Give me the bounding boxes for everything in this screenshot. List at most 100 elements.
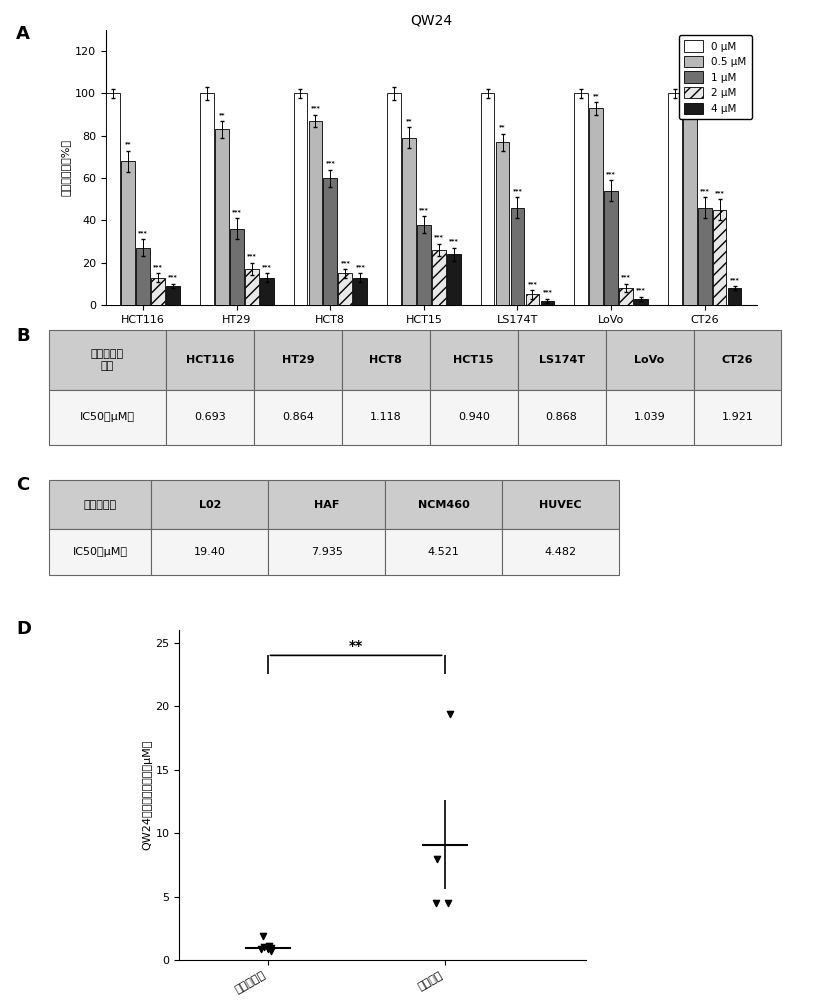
Text: ***: *** bbox=[262, 264, 272, 269]
Text: 结直肠癌细
胞株: 结直肠癌细 胞株 bbox=[91, 349, 124, 371]
Text: ***: *** bbox=[326, 160, 335, 165]
Text: **: ** bbox=[219, 112, 225, 117]
Text: ***: *** bbox=[356, 264, 365, 269]
Text: ***: *** bbox=[513, 188, 523, 193]
Text: HAF: HAF bbox=[314, 500, 339, 510]
Text: ***: *** bbox=[606, 171, 616, 176]
Text: ***: *** bbox=[449, 239, 459, 244]
Bar bbox=[215, 129, 229, 305]
Bar bbox=[387, 93, 400, 305]
Text: 1.921: 1.921 bbox=[721, 412, 754, 422]
Bar bbox=[254, 330, 342, 390]
Text: 0.868: 0.868 bbox=[545, 412, 578, 422]
Text: ***: *** bbox=[715, 190, 724, 195]
Bar bbox=[430, 330, 518, 390]
Bar bbox=[166, 286, 180, 305]
Text: ***: *** bbox=[621, 275, 631, 280]
Bar bbox=[698, 208, 711, 305]
Text: **: ** bbox=[686, 86, 693, 91]
Text: IC50（μM）: IC50（μM） bbox=[72, 547, 128, 557]
Text: 正常细胞株: 正常细胞株 bbox=[84, 500, 116, 510]
Bar bbox=[417, 225, 431, 305]
Bar bbox=[342, 390, 430, 445]
Bar bbox=[49, 529, 151, 575]
Bar bbox=[481, 93, 494, 305]
Text: CT26: CT26 bbox=[722, 355, 753, 365]
Bar bbox=[518, 330, 606, 390]
Text: L02: L02 bbox=[199, 500, 221, 510]
Text: 0.864: 0.864 bbox=[282, 412, 314, 422]
Point bbox=[257, 939, 270, 955]
Text: HCT15: HCT15 bbox=[453, 355, 494, 365]
Text: NCM460: NCM460 bbox=[418, 500, 470, 510]
Point bbox=[265, 940, 278, 956]
Bar bbox=[385, 480, 501, 529]
Text: 0.940: 0.940 bbox=[457, 412, 490, 422]
Bar bbox=[49, 390, 166, 445]
Text: 19.40: 19.40 bbox=[194, 547, 225, 557]
Bar bbox=[501, 529, 619, 575]
Bar bbox=[501, 480, 619, 529]
Text: 7.935: 7.935 bbox=[311, 547, 343, 557]
Bar bbox=[606, 390, 694, 445]
Bar bbox=[151, 277, 165, 305]
Bar bbox=[268, 529, 385, 575]
Bar bbox=[107, 93, 120, 305]
Bar bbox=[589, 108, 603, 305]
Bar bbox=[151, 480, 268, 529]
Text: IC50（μM）: IC50（μM） bbox=[80, 412, 135, 422]
Point bbox=[429, 895, 442, 911]
Bar bbox=[432, 250, 446, 305]
Text: ***: *** bbox=[310, 105, 320, 110]
Text: ***: *** bbox=[168, 275, 178, 280]
Text: LS174T: LS174T bbox=[539, 355, 584, 365]
Text: HUVEC: HUVEC bbox=[539, 500, 581, 510]
Bar bbox=[200, 93, 214, 305]
Bar bbox=[728, 288, 742, 305]
Point bbox=[263, 938, 276, 954]
Text: 1.039: 1.039 bbox=[633, 412, 666, 422]
Y-axis label: QW24的半数抑制浓度（μM）: QW24的半数抑制浓度（μM） bbox=[142, 740, 152, 850]
Text: D: D bbox=[16, 620, 31, 638]
Bar bbox=[339, 273, 352, 305]
Point bbox=[256, 928, 269, 944]
Bar bbox=[385, 529, 501, 575]
Text: ***: *** bbox=[153, 264, 163, 269]
Bar bbox=[268, 480, 385, 529]
Text: **: ** bbox=[125, 141, 132, 146]
Bar bbox=[342, 330, 430, 390]
Text: ***: *** bbox=[729, 277, 739, 282]
Bar bbox=[230, 229, 243, 305]
Point bbox=[265, 943, 278, 959]
Bar bbox=[166, 390, 254, 445]
Bar bbox=[606, 330, 694, 390]
Text: ***: *** bbox=[700, 188, 710, 193]
Text: HCT116: HCT116 bbox=[186, 355, 234, 365]
Text: LoVo: LoVo bbox=[634, 355, 665, 365]
Text: C: C bbox=[16, 476, 29, 494]
Bar bbox=[166, 330, 254, 390]
Text: **: ** bbox=[499, 124, 505, 129]
Bar bbox=[353, 277, 367, 305]
Text: HT29: HT29 bbox=[282, 355, 314, 365]
Bar bbox=[604, 191, 618, 305]
Bar bbox=[49, 480, 151, 529]
Point bbox=[431, 851, 444, 867]
Point bbox=[261, 941, 274, 957]
Bar bbox=[713, 210, 726, 305]
Title: QW24: QW24 bbox=[410, 13, 453, 27]
Bar bbox=[683, 100, 697, 305]
Y-axis label: 细胞存活率（%）: 细胞存活率（%） bbox=[61, 139, 71, 196]
Text: ***: *** bbox=[138, 230, 148, 235]
Text: **: ** bbox=[405, 118, 412, 123]
Legend: 0 μM, 0.5 μM, 1 μM, 2 μM, 4 μM: 0 μM, 0.5 μM, 1 μM, 2 μM, 4 μM bbox=[679, 35, 752, 119]
Bar bbox=[254, 390, 342, 445]
Bar bbox=[667, 93, 681, 305]
Point bbox=[254, 941, 267, 957]
Text: ***: *** bbox=[527, 281, 537, 286]
Point bbox=[444, 706, 457, 722]
Bar bbox=[260, 277, 274, 305]
Bar bbox=[121, 161, 135, 305]
Bar bbox=[694, 390, 781, 445]
Text: 4.521: 4.521 bbox=[427, 547, 459, 557]
